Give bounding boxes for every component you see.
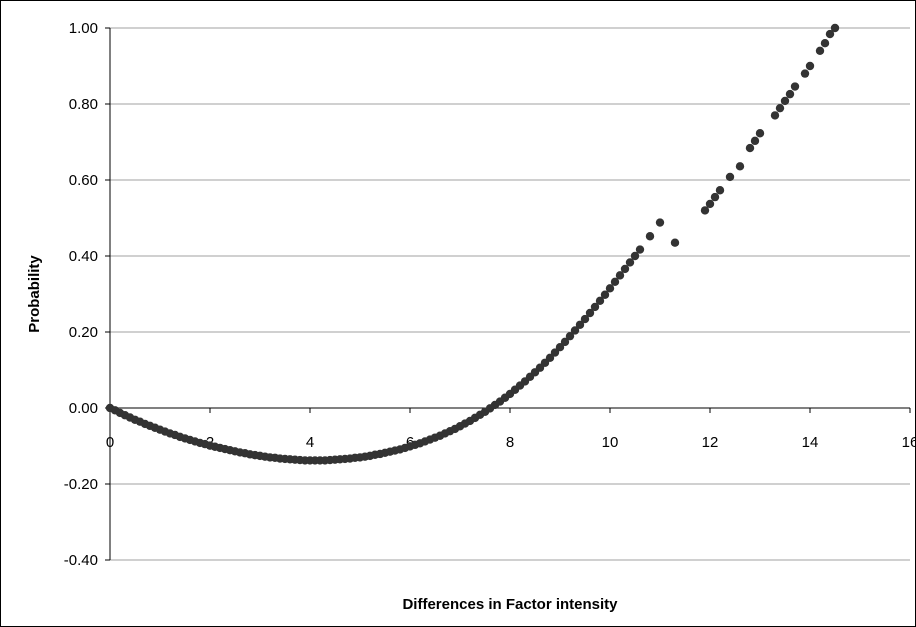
- data-point: [705, 199, 715, 209]
- data-point: [725, 172, 735, 182]
- data-point: [605, 284, 615, 293]
- data-point: [550, 348, 560, 357]
- data-point: [590, 302, 600, 312]
- y-tick-label: 1.00: [69, 20, 98, 37]
- y-tick-label: -0.20: [64, 476, 98, 493]
- data-point: [560, 337, 570, 347]
- gridlines: [110, 27, 910, 561]
- x-tick-label: 16: [902, 434, 916, 451]
- y-axis-title: Probability: [26, 255, 43, 333]
- axes: [105, 27, 911, 561]
- data-point: [735, 162, 745, 171]
- data-point: [825, 29, 835, 39]
- data-point: [555, 343, 565, 352]
- data-point: [585, 308, 595, 318]
- y-tick-label: 0.20: [69, 324, 98, 341]
- data-point: [750, 136, 760, 146]
- data-point: [570, 326, 580, 335]
- x-tick-label: 10: [602, 434, 619, 451]
- data-point: [820, 39, 830, 48]
- y-tick-labels: 1.00 0.80 0.60 0.40 0.20 0.00 -0.20 -0.40: [64, 20, 98, 569]
- data-point: [630, 251, 640, 261]
- data-point: [710, 192, 720, 202]
- data-point: [805, 61, 815, 71]
- data-point: [715, 186, 725, 195]
- data-point: [600, 290, 610, 299]
- y-tick-label: -0.40: [64, 552, 98, 569]
- x-tick-label: 0: [106, 434, 114, 451]
- data-point: [780, 96, 790, 106]
- y-tick-label: 0.80: [69, 96, 98, 113]
- data-point: [700, 206, 710, 215]
- y-tick-label: 0.00: [69, 400, 98, 417]
- data-point: [565, 331, 575, 341]
- data-point: [610, 277, 620, 287]
- data-point: [790, 82, 800, 91]
- data-point: [770, 111, 780, 120]
- data-point: [775, 103, 785, 113]
- data-point: [575, 320, 585, 329]
- data-point: [580, 314, 590, 324]
- data-point: [785, 89, 795, 99]
- data-point: [755, 129, 765, 138]
- data-point: [595, 296, 605, 306]
- data-point: [830, 23, 840, 33]
- x-tick-label: 14: [802, 434, 819, 451]
- data-point: [635, 245, 645, 254]
- data-point: [815, 46, 825, 55]
- data-point: [655, 218, 665, 227]
- x-axis-title: Differences in Factor intensity: [402, 596, 618, 613]
- y-tick-label: 0.60: [69, 172, 98, 189]
- data-point: [625, 258, 635, 267]
- data-point: [620, 264, 630, 274]
- data-point: [670, 238, 680, 247]
- x-tick-label: 12: [702, 434, 719, 451]
- data-point: [545, 353, 555, 363]
- data-point: [800, 69, 810, 78]
- y-tick-label: 0.40: [69, 248, 98, 265]
- x-tick-label: 4: [306, 434, 314, 451]
- data-point: [645, 232, 655, 241]
- data-points: [105, 23, 840, 465]
- data-point: [745, 143, 755, 153]
- x-tick-label: 8: [506, 434, 514, 451]
- data-point: [615, 271, 625, 280]
